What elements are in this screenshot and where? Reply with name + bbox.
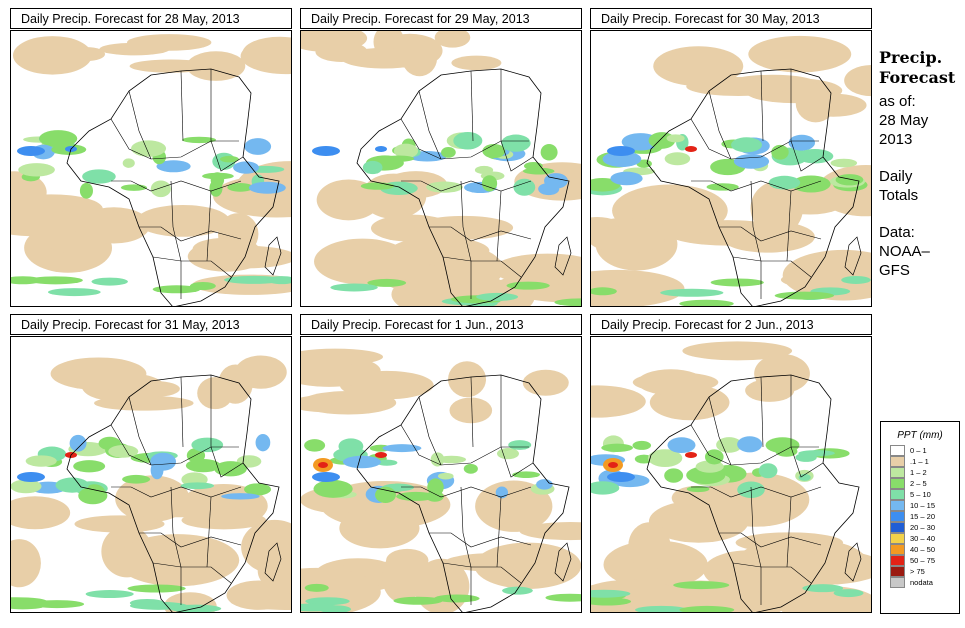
legend-item: 0 – 1 [881, 445, 959, 456]
legend-label: 1 – 2 [910, 468, 927, 477]
legend-label: 5 – 10 [910, 490, 931, 499]
legend-swatch [890, 489, 905, 500]
legend-item: 20 – 30 [881, 522, 959, 533]
caption-date-line2: 2013 [879, 131, 913, 148]
legend-label: 40 – 50 [910, 545, 936, 554]
legend-label: 30 – 40 [910, 534, 936, 543]
legend-label: 50 – 75 [910, 556, 936, 565]
legend-item: 10 – 15 [881, 500, 959, 511]
precip-field [591, 35, 871, 306]
panel-title: Daily Precip. Forecast for 2 Jun., 2013 [590, 314, 872, 335]
panel-title: Daily Precip. Forecast for 29 May, 2013 [300, 8, 582, 29]
precip-field [301, 348, 581, 612]
forecast-panel: Daily Precip. Forecast for 31 May, 2013 [10, 314, 292, 614]
precip-field [591, 341, 871, 612]
legend-item: 15 – 20 [881, 511, 959, 522]
legend-item: 5 – 10 [881, 489, 959, 500]
legend-title: PPT (mm) [897, 430, 943, 441]
caption-date-line1: 28 May [879, 112, 929, 129]
africa-precip-map [10, 336, 292, 613]
legend-item: 2 – 5 [881, 478, 959, 489]
caption-data-line2: NOAA– [879, 243, 930, 260]
legend-swatch [890, 511, 905, 522]
caption-title-line2: Forecast [879, 68, 956, 87]
legend-item: nodata [881, 577, 959, 588]
panel-title: Daily Precip. Forecast for 1 Jun., 2013 [300, 314, 582, 335]
caption-data-line1: Data: [879, 224, 915, 241]
legend-swatch [890, 467, 905, 478]
legend-item: 40 – 50 [881, 544, 959, 555]
panel-title: Daily Precip. Forecast for 28 May, 2013 [10, 8, 292, 29]
legend-swatch [890, 533, 905, 544]
africa-precip-map [590, 30, 872, 307]
legend-label: 10 – 15 [910, 501, 936, 510]
forecast-panel: Daily Precip. Forecast for 1 Jun., 2013 [300, 314, 582, 614]
precip-field [11, 34, 291, 297]
legend-label: 15 – 20 [910, 512, 936, 521]
forecast-panel: Daily Precip. Forecast for 28 May, 2013 [10, 8, 292, 308]
africa-precip-map [300, 336, 582, 613]
legend-swatch [890, 555, 905, 566]
africa-precip-map [590, 336, 872, 613]
legend-label: nodata [910, 578, 933, 587]
legend-label: .1 – 1 [910, 457, 929, 466]
forecast-panel: Daily Precip. Forecast for 29 May, 2013 [300, 8, 582, 308]
panel-title: Daily Precip. Forecast for 30 May, 2013 [590, 8, 872, 29]
forecast-panel: Daily Precip. Forecast for 2 Jun., 2013 [590, 314, 872, 614]
legend-swatch [890, 577, 905, 588]
side-caption: Precip. Forecast as of: 28 May 2013 Dail… [879, 48, 965, 280]
legend-item: 50 – 75 [881, 555, 959, 566]
legend-label: 2 – 5 [910, 479, 927, 488]
caption-data-line3: GFS [879, 262, 910, 279]
legend-swatch [890, 522, 905, 533]
caption-totals-line2: Totals [879, 187, 919, 204]
legend-item: 1 – 2 [881, 467, 959, 478]
legend-item: > 75 [881, 566, 959, 577]
precip-field [301, 31, 581, 306]
caption-totals-line1: Daily [879, 168, 913, 185]
legend-swatch [890, 566, 905, 577]
caption-title-line1: Precip. [879, 48, 943, 67]
panel-title: Daily Precip. Forecast for 31 May, 2013 [10, 314, 292, 335]
legend-label: > 75 [910, 567, 925, 576]
legend-label: 20 – 30 [910, 523, 936, 532]
legend-label: 0 – 1 [910, 446, 927, 455]
africa-precip-map [300, 30, 582, 307]
legend-item: .1 – 1 [881, 456, 959, 467]
forecast-panel: Daily Precip. Forecast for 30 May, 2013 [590, 8, 872, 308]
legend-swatch [890, 544, 905, 555]
precip-legend: PPT (mm) 0 – 1 .1 – 1 1 – 2 2 – 5 5 – 10 10 –… [880, 421, 960, 614]
legend-swatch [890, 500, 905, 511]
precip-field [11, 355, 291, 612]
africa-precip-map [10, 30, 292, 307]
legend-swatch [890, 456, 905, 467]
legend-swatch [890, 478, 905, 489]
caption-as-of: as of: [879, 93, 916, 110]
legend-item: 30 – 40 [881, 533, 959, 544]
legend-swatch [890, 445, 905, 456]
